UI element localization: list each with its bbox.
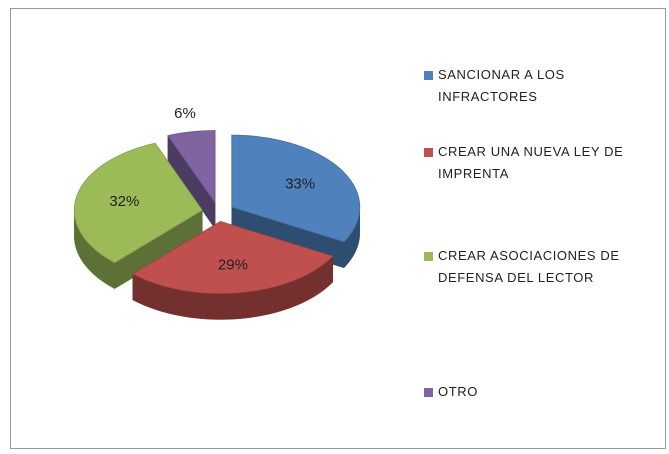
slice-top: [132, 221, 334, 294]
legend-swatch: [424, 388, 433, 397]
slice-top: [73, 142, 203, 264]
legend-label: CREAR ASOCIACIONES DE DEFENSA DEL LECTOR: [438, 248, 620, 285]
data-label: 32%: [109, 193, 139, 210]
legend-swatch: [424, 148, 433, 157]
slice: [132, 221, 334, 320]
data-label: 33%: [285, 175, 315, 192]
legend-label: CREAR UNA NUEVA LEY DE IMPRENTA: [438, 144, 624, 181]
slice-top: [231, 134, 361, 243]
legend-swatch: [424, 252, 433, 261]
legend-swatch: [424, 71, 433, 80]
legend-label: OTRO: [438, 384, 478, 399]
data-label: 6%: [174, 105, 196, 122]
slice: [167, 130, 216, 230]
legend-label: SANCIONAR A LOS INFRACTORES: [438, 67, 565, 104]
slice: [73, 142, 203, 290]
pie: 33% 29% 32% 6%: [73, 105, 361, 320]
data-label: 29%: [218, 257, 248, 274]
slice-top: [167, 130, 216, 204]
